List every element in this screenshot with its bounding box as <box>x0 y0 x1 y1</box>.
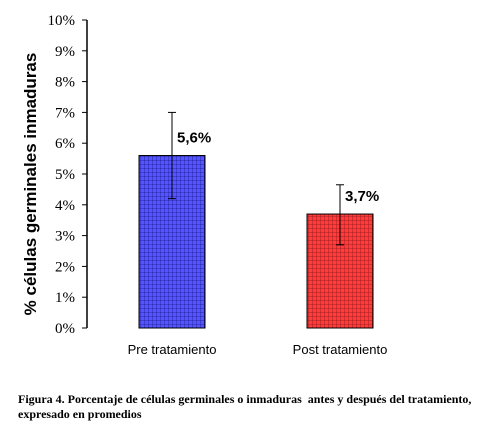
y-tick-label: 8% <box>55 75 75 91</box>
category-labels: Pre tratamiento Post tratamiento <box>128 342 388 357</box>
y-tick-label: 7% <box>55 105 75 121</box>
y-tick-label: 10% <box>48 13 76 29</box>
y-tick-label: 0% <box>55 321 75 337</box>
y-tick-label: 2% <box>55 259 75 275</box>
data-label: 5,6% <box>177 130 211 147</box>
y-tick-label: 3% <box>55 229 75 245</box>
y-tick-label: 9% <box>55 44 75 60</box>
y-tick-label: 4% <box>55 198 75 214</box>
category-label: Pre tratamiento <box>128 342 217 357</box>
axes <box>82 19 88 329</box>
y-tick-label: 1% <box>55 290 75 306</box>
y-tick-labels: 0% 1% 2% 3% 4% 5% 6% 7% 8% 9% 10% <box>48 13 76 337</box>
data-label: 3,7% <box>345 188 379 205</box>
y-tick-label: 5% <box>55 167 75 183</box>
category-label: Post tratamiento <box>293 342 388 357</box>
figure-caption: Figura 4. Porcentaje de células germinal… <box>18 392 475 421</box>
bars: 5,6% 3,7% <box>138 111 379 329</box>
bar-chart: % células germinales inmaduras 5,6%3,7% … <box>21 13 388 357</box>
y-axis-label: % células germinales inmaduras <box>21 53 40 316</box>
y-tick-label: 6% <box>55 136 75 152</box>
